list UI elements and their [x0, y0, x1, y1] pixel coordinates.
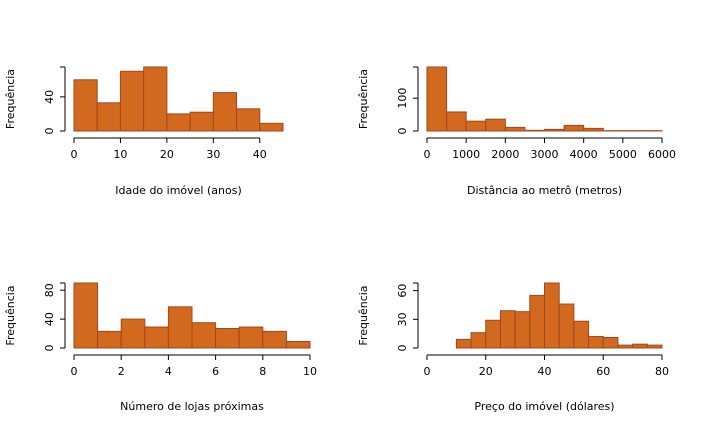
x-axis-label: Preço do imóvel (dólares) — [474, 400, 614, 413]
x-tick-label: 0 — [424, 148, 431, 161]
x-axis-label: Número de lojas próximas — [120, 400, 264, 413]
histogram-bar — [514, 311, 531, 349]
histogram-bar — [646, 344, 663, 349]
histogram-bar — [465, 120, 487, 132]
histogram-bar — [73, 282, 99, 349]
histogram-bar — [120, 318, 146, 349]
histogram-bar — [215, 328, 240, 349]
histogram-bar — [544, 128, 565, 132]
histogram-bar — [212, 92, 238, 132]
histogram-bar — [524, 129, 546, 132]
histogram-bar — [285, 341, 311, 349]
histogram-bar — [632, 343, 648, 349]
histogram-bar — [73, 79, 98, 132]
histogram-bar — [602, 336, 619, 349]
histogram-bar — [455, 338, 472, 349]
y-tick-label: 60 — [396, 284, 409, 298]
histogram-bar — [143, 66, 168, 132]
histogram-bar — [558, 303, 575, 349]
histogram-distance: 0 1000 2000 3000 4000 5000 6000 0 100 Distância a… — [357, 66, 676, 197]
x-tick-label: 40 — [253, 148, 267, 161]
x-tick-label: 30 — [206, 148, 220, 161]
y-tick-label: 100 — [396, 88, 409, 109]
y-tick-label: 0 — [43, 345, 56, 352]
y-axis-label: Frequência — [357, 69, 370, 129]
y-tick-label: 0 — [396, 128, 409, 135]
histogram-bar — [499, 310, 516, 349]
histogram-price: 0 20 40 60 80 0 30 60 Preço do imóvel (dólares) F… — [357, 282, 669, 413]
histogram-bar — [470, 332, 487, 349]
histogram-bar — [504, 126, 526, 132]
y-axis-label: Frequência — [4, 285, 17, 345]
x-tick-label: 0 — [424, 365, 431, 378]
x-tick-label: 4 — [165, 365, 172, 378]
histogram-bar — [96, 102, 121, 132]
x-tick-label: 6 — [212, 365, 219, 378]
histogram-bar — [238, 326, 264, 349]
histogram-bar — [573, 320, 590, 349]
y-tick-label: 0 — [396, 345, 409, 352]
histogram-bar — [167, 306, 193, 349]
histogram-bar — [189, 111, 214, 132]
histogram-bar — [166, 113, 191, 132]
x-tick-label: 1000 — [452, 148, 480, 161]
y-tick-label: 40 — [43, 90, 56, 104]
x-tick-label: 80 — [655, 365, 669, 378]
x-tick-label: 8 — [259, 365, 266, 378]
x-tick-label: 0 — [71, 148, 78, 161]
histogram-bar — [617, 344, 634, 349]
x-axis-label: Idade do imóvel (anos) — [115, 184, 242, 197]
histogram-bar — [236, 108, 261, 132]
histogram-bar — [97, 330, 122, 349]
histogram-bar — [446, 111, 467, 132]
histogram-bar — [485, 118, 506, 132]
y-axis-label: Frequência — [357, 285, 370, 345]
histogram-bar — [262, 330, 287, 349]
histogram-stores: 0 2 4 6 8 10 0 40 80 Número de lojas próximas Freq… — [4, 282, 317, 413]
histogram-age: 0 10 20 30 40 0 40 Idade do imóvel (anos) Frequê… — [4, 66, 284, 197]
x-tick-label: 40 — [538, 365, 552, 378]
x-tick-label: 10 — [113, 148, 127, 161]
x-axis-label: Distância ao metrô (metros) — [467, 184, 622, 197]
x-tick-label: 20 — [479, 365, 493, 378]
y-tick-label: 40 — [43, 312, 56, 326]
x-tick-label: 6000 — [648, 148, 676, 161]
y-axis-label: Frequência — [4, 69, 17, 129]
histogram-bar — [119, 70, 145, 132]
x-tick-label: 4000 — [570, 148, 598, 161]
histogram-bar — [563, 124, 585, 132]
x-tick-label: 3000 — [531, 148, 559, 161]
x-tick-label: 0 — [71, 365, 78, 378]
x-tick-label: 60 — [596, 365, 610, 378]
x-tick-label: 10 — [303, 365, 317, 378]
x-tick-label: 2 — [118, 365, 125, 378]
histogram-bar — [485, 319, 501, 349]
histogram-bar — [144, 326, 169, 349]
y-tick-label: 80 — [43, 283, 56, 297]
histogram-bar — [544, 282, 560, 349]
y-tick-label: 30 — [396, 312, 409, 326]
histogram-bar — [529, 294, 545, 349]
histogram-bar — [259, 122, 284, 132]
histogram-bar — [588, 336, 604, 349]
histogram-bar — [426, 66, 448, 132]
x-tick-label: 20 — [160, 148, 174, 161]
x-tick-label: 5000 — [609, 148, 637, 161]
histogram-bar — [191, 322, 217, 349]
y-tick-label: 0 — [43, 128, 56, 135]
histogram-bar — [583, 127, 604, 132]
x-tick-label: 2000 — [491, 148, 519, 161]
